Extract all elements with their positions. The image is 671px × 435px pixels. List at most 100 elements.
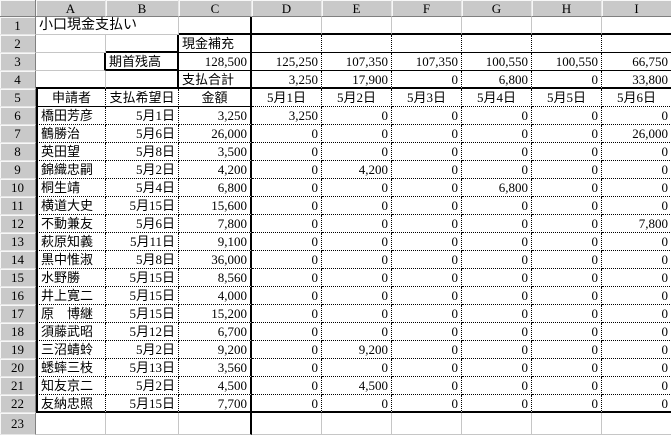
cell-B14[interactable]: 5月8日 [106,251,179,269]
cell-E17[interactable]: 0 [322,305,392,323]
cell-C4[interactable]: 支払合計 [179,71,252,89]
cell-H2[interactable] [532,35,602,53]
cell-D19[interactable]: 0 [252,341,322,359]
row-header-2[interactable]: 2 [0,35,36,53]
row-header-3[interactable]: 3 [0,53,36,71]
cell-C1[interactable] [179,17,252,35]
cell-H7[interactable]: 0 [532,125,602,143]
cell-H11[interactable]: 0 [532,197,602,215]
cell-C13[interactable]: 9,100 [179,233,252,251]
cell-H6[interactable]: 0 [532,107,602,125]
column-header-F[interactable]: F [392,0,462,17]
cell-E21[interactable]: 4,500 [322,377,392,395]
cell-F16[interactable]: 0 [392,287,462,305]
cell-G4[interactable]: 6,800 [462,71,532,89]
cell-A14[interactable]: 黒中惟淑 [36,251,106,269]
cell-I16[interactable]: 0 [602,287,671,305]
cell-D12[interactable]: 0 [252,215,322,233]
cell-F13[interactable]: 0 [392,233,462,251]
column-header-D[interactable]: D [252,0,322,17]
cell-H19[interactable]: 0 [532,341,602,359]
cell-E7[interactable]: 0 [322,125,392,143]
cell-A5[interactable]: 申請者 [36,89,106,107]
cell-A3[interactable] [36,53,106,71]
cell-D16[interactable]: 0 [252,287,322,305]
cell-A23[interactable] [36,413,106,435]
cell-C10[interactable]: 6,800 [179,179,252,197]
cell-C15[interactable]: 8,560 [179,269,252,287]
cell-I10[interactable]: 0 [602,179,671,197]
cell-B19[interactable]: 5月2日 [106,341,179,359]
cell-A13[interactable]: 萩原知義 [36,233,106,251]
cell-F22[interactable]: 0 [392,395,462,413]
cell-H12[interactable]: 0 [532,215,602,233]
cell-D9[interactable]: 0 [252,161,322,179]
cell-G7[interactable]: 0 [462,125,532,143]
cell-G17[interactable]: 0 [462,305,532,323]
cell-G22[interactable]: 0 [462,395,532,413]
row-header-12[interactable]: 12 [0,215,36,233]
cell-F11[interactable]: 0 [392,197,462,215]
cell-G20[interactable]: 0 [462,359,532,377]
cell-A16[interactable]: 井上寛二 [36,287,106,305]
cell-H16[interactable]: 0 [532,287,602,305]
cell-H9[interactable]: 0 [532,161,602,179]
cell-E6[interactable]: 0 [322,107,392,125]
cell-G11[interactable]: 0 [462,197,532,215]
column-header-A[interactable]: A [36,0,106,17]
cell-E1[interactable] [322,17,392,35]
cell-A22[interactable]: 友納忠照 [36,395,106,413]
cell-G14[interactable]: 0 [462,251,532,269]
cell-E8[interactable]: 0 [322,143,392,161]
cell-D15[interactable]: 0 [252,269,322,287]
cell-D23[interactable] [252,413,322,435]
cell-C20[interactable]: 3,560 [179,359,252,377]
cell-G3[interactable]: 100,550 [462,53,532,71]
cell-A18[interactable]: 須藤武昭 [36,323,106,341]
select-all-button[interactable] [0,0,36,17]
cell-I22[interactable]: 0 [602,395,671,413]
cell-C6[interactable]: 3,250 [179,107,252,125]
cell-F5[interactable]: 5月3日 [392,89,462,107]
row-header-16[interactable]: 16 [0,287,36,305]
cell-C21[interactable]: 4,500 [179,377,252,395]
cell-I11[interactable]: 0 [602,197,671,215]
cell-I20[interactable]: 0 [602,359,671,377]
cell-A6[interactable]: 橋田芳彦 [36,107,106,125]
cell-C11[interactable]: 15,600 [179,197,252,215]
cell-F4[interactable]: 0 [392,71,462,89]
cell-D2[interactable] [252,35,322,53]
cell-C12[interactable]: 7,800 [179,215,252,233]
cell-A1-title[interactable]: 小口現金支払い [36,17,179,35]
cell-D1[interactable] [252,17,322,35]
row-header-15[interactable]: 15 [0,269,36,287]
cell-H18[interactable]: 0 [532,323,602,341]
cell-H22[interactable]: 0 [532,395,602,413]
row-header-13[interactable]: 13 [0,233,36,251]
cell-F1[interactable] [392,17,462,35]
cell-I13[interactable]: 0 [602,233,671,251]
cell-A17[interactable]: 原 博継 [36,305,106,323]
cell-D6[interactable]: 3,250 [252,107,322,125]
cell-B18[interactable]: 5月12日 [106,323,179,341]
cell-D3[interactable]: 125,250 [252,53,322,71]
cell-C22[interactable]: 7,700 [179,395,252,413]
cell-B23[interactable] [106,413,179,435]
cell-B22[interactable]: 5月15日 [106,395,179,413]
cell-E23[interactable] [322,413,392,435]
cell-C14[interactable]: 36,000 [179,251,252,269]
cell-C18[interactable]: 6,700 [179,323,252,341]
cell-E3[interactable]: 107,350 [322,53,392,71]
row-header-4[interactable]: 4 [0,71,36,89]
row-header-22[interactable]: 22 [0,395,36,413]
column-header-G[interactable]: G [462,0,532,17]
cell-D10[interactable]: 0 [252,179,322,197]
cell-E5[interactable]: 5月2日 [322,89,392,107]
row-header-10[interactable]: 10 [0,179,36,197]
cell-E9[interactable]: 4,200 [322,161,392,179]
cell-B15[interactable]: 5月15日 [106,269,179,287]
cell-F14[interactable]: 0 [392,251,462,269]
column-header-C[interactable]: C [179,0,252,17]
cell-H13[interactable]: 0 [532,233,602,251]
cell-E20[interactable]: 0 [322,359,392,377]
